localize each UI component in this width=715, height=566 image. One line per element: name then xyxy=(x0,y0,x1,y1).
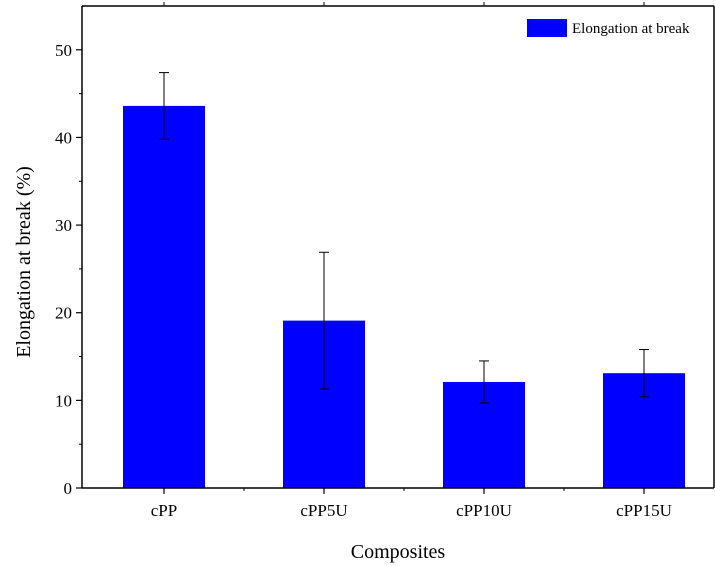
bars-layer xyxy=(123,105,685,488)
x-tick-label: cPP xyxy=(151,501,177,520)
y-tick-label: 10 xyxy=(55,391,72,410)
legend-label: Elongation at break xyxy=(572,21,690,37)
x-tick-label: cPP5U xyxy=(300,501,347,520)
x-tick-label: cPP10U xyxy=(456,501,512,520)
x-tick-label: cPP15U xyxy=(616,501,672,520)
legend: Elongation at break xyxy=(527,19,690,37)
x-axis-title: Composites xyxy=(351,541,446,563)
bar-cPP xyxy=(123,105,205,488)
y-tick-label: 40 xyxy=(55,128,72,147)
error-bars-layer xyxy=(159,72,649,404)
y-axis-title: Elongation at break (%) xyxy=(13,166,35,358)
axes-layer xyxy=(81,5,715,489)
ticks-layer: 0 10 20 30 40 50 cPP cPP5U cPP10U cPP15U xyxy=(55,2,672,520)
y-tick-label: 0 xyxy=(64,479,73,498)
y-tick-label: 50 xyxy=(55,41,72,60)
y-tick-label: 30 xyxy=(55,216,72,235)
legend-swatch xyxy=(527,19,567,37)
y-tick-label: 20 xyxy=(55,304,72,323)
